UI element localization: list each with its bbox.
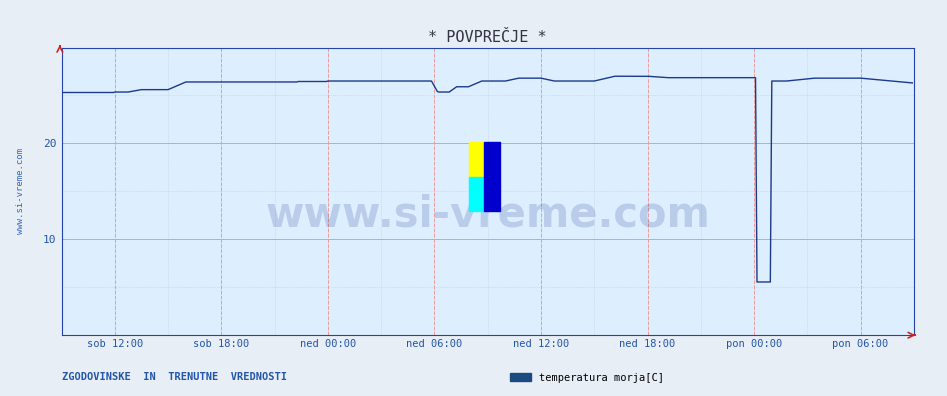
Title: * POVPREČJE *: * POVPREČJE * [428, 30, 547, 45]
Legend: temperatura morja[C]: temperatura morja[C] [506, 369, 669, 387]
Text: ZGODOVINSKE  IN  TRENUTNE  VREDNOSTI: ZGODOVINSKE IN TRENUTNE VREDNOSTI [62, 372, 287, 382]
Bar [484, 142, 500, 211]
Text: www.si-vreme.com: www.si-vreme.com [265, 193, 710, 235]
Bar [469, 142, 484, 177]
Text: www.si-vreme.com: www.si-vreme.com [16, 148, 26, 234]
Bar [469, 177, 484, 211]
